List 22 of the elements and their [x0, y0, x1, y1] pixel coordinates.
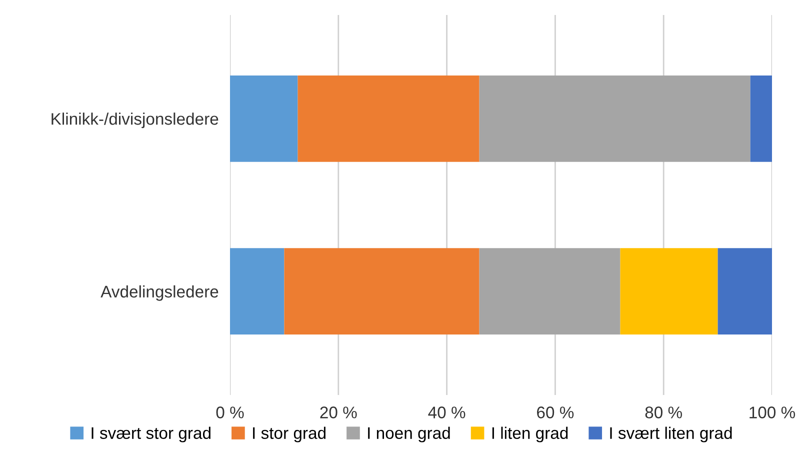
- bar: [230, 248, 284, 335]
- bar: [479, 75, 750, 162]
- x-tick-label: 0 %: [216, 406, 244, 418]
- x-tick-label: 80 %: [645, 406, 682, 418]
- legend-label: I noen grad: [368, 426, 450, 442]
- bar: [230, 75, 298, 162]
- legend-label: I svært stor grad: [92, 426, 210, 442]
- legend-label: I liten grad: [492, 426, 568, 442]
- bar: [284, 248, 480, 335]
- bar: [298, 75, 480, 162]
- y-tick-label: Klinikk-/divisjonsledere: [52, 112, 218, 128]
- legend-label: I stor grad: [253, 426, 326, 442]
- bar: [750, 75, 772, 162]
- x-tick-label: 100 %: [750, 406, 796, 418]
- bar: [620, 248, 718, 335]
- x-tick-label: 60 %: [537, 406, 574, 418]
- x-tick-label: 20 %: [320, 406, 357, 418]
- y-tick-label: Avdelingsledere: [100, 285, 218, 301]
- x-tick-label: 40 %: [428, 406, 466, 418]
- bar: [479, 248, 620, 335]
- legend-label: I svært liten grad: [610, 426, 732, 442]
- bar: [718, 248, 772, 335]
